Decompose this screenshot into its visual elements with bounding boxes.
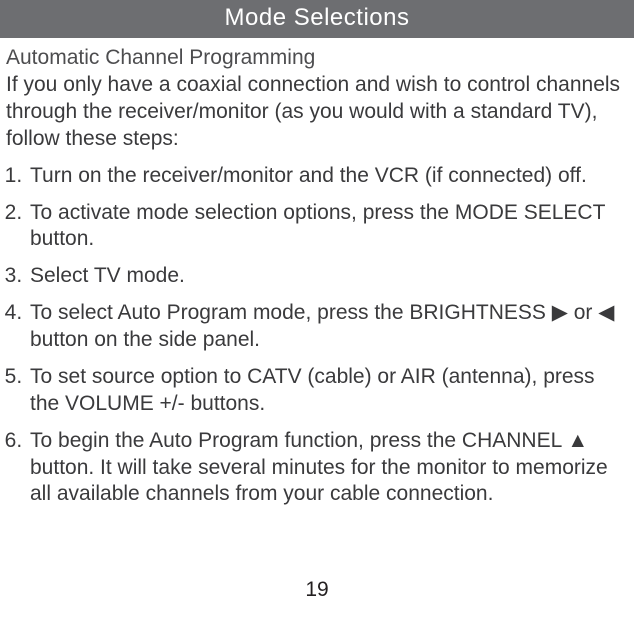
steps-list: Turn on the receiver/monitor and the VCR…: [6, 163, 626, 509]
list-item: Select TV mode.: [28, 263, 626, 290]
section-title: Automatic Channel Programming: [6, 46, 626, 70]
list-item: To set source option to CATV (cable) or …: [28, 364, 626, 418]
section-intro: If you only have a coaxial connection an…: [6, 72, 626, 153]
list-item: To select Auto Program mode, press the B…: [28, 300, 626, 354]
page-number: 19: [0, 578, 634, 602]
list-item: To activate mode selection options, pres…: [28, 200, 626, 254]
page-title-bar: Mode Selections: [0, 0, 634, 38]
list-item: To begin the Auto Program function, pres…: [28, 428, 626, 509]
list-item: Turn on the receiver/monitor and the VCR…: [28, 163, 626, 190]
page-content: Automatic Channel Programming If you onl…: [0, 38, 634, 508]
page-title: Mode Selections: [225, 4, 410, 31]
manual-page: Mode Selections Automatic Channel Progra…: [0, 0, 634, 622]
